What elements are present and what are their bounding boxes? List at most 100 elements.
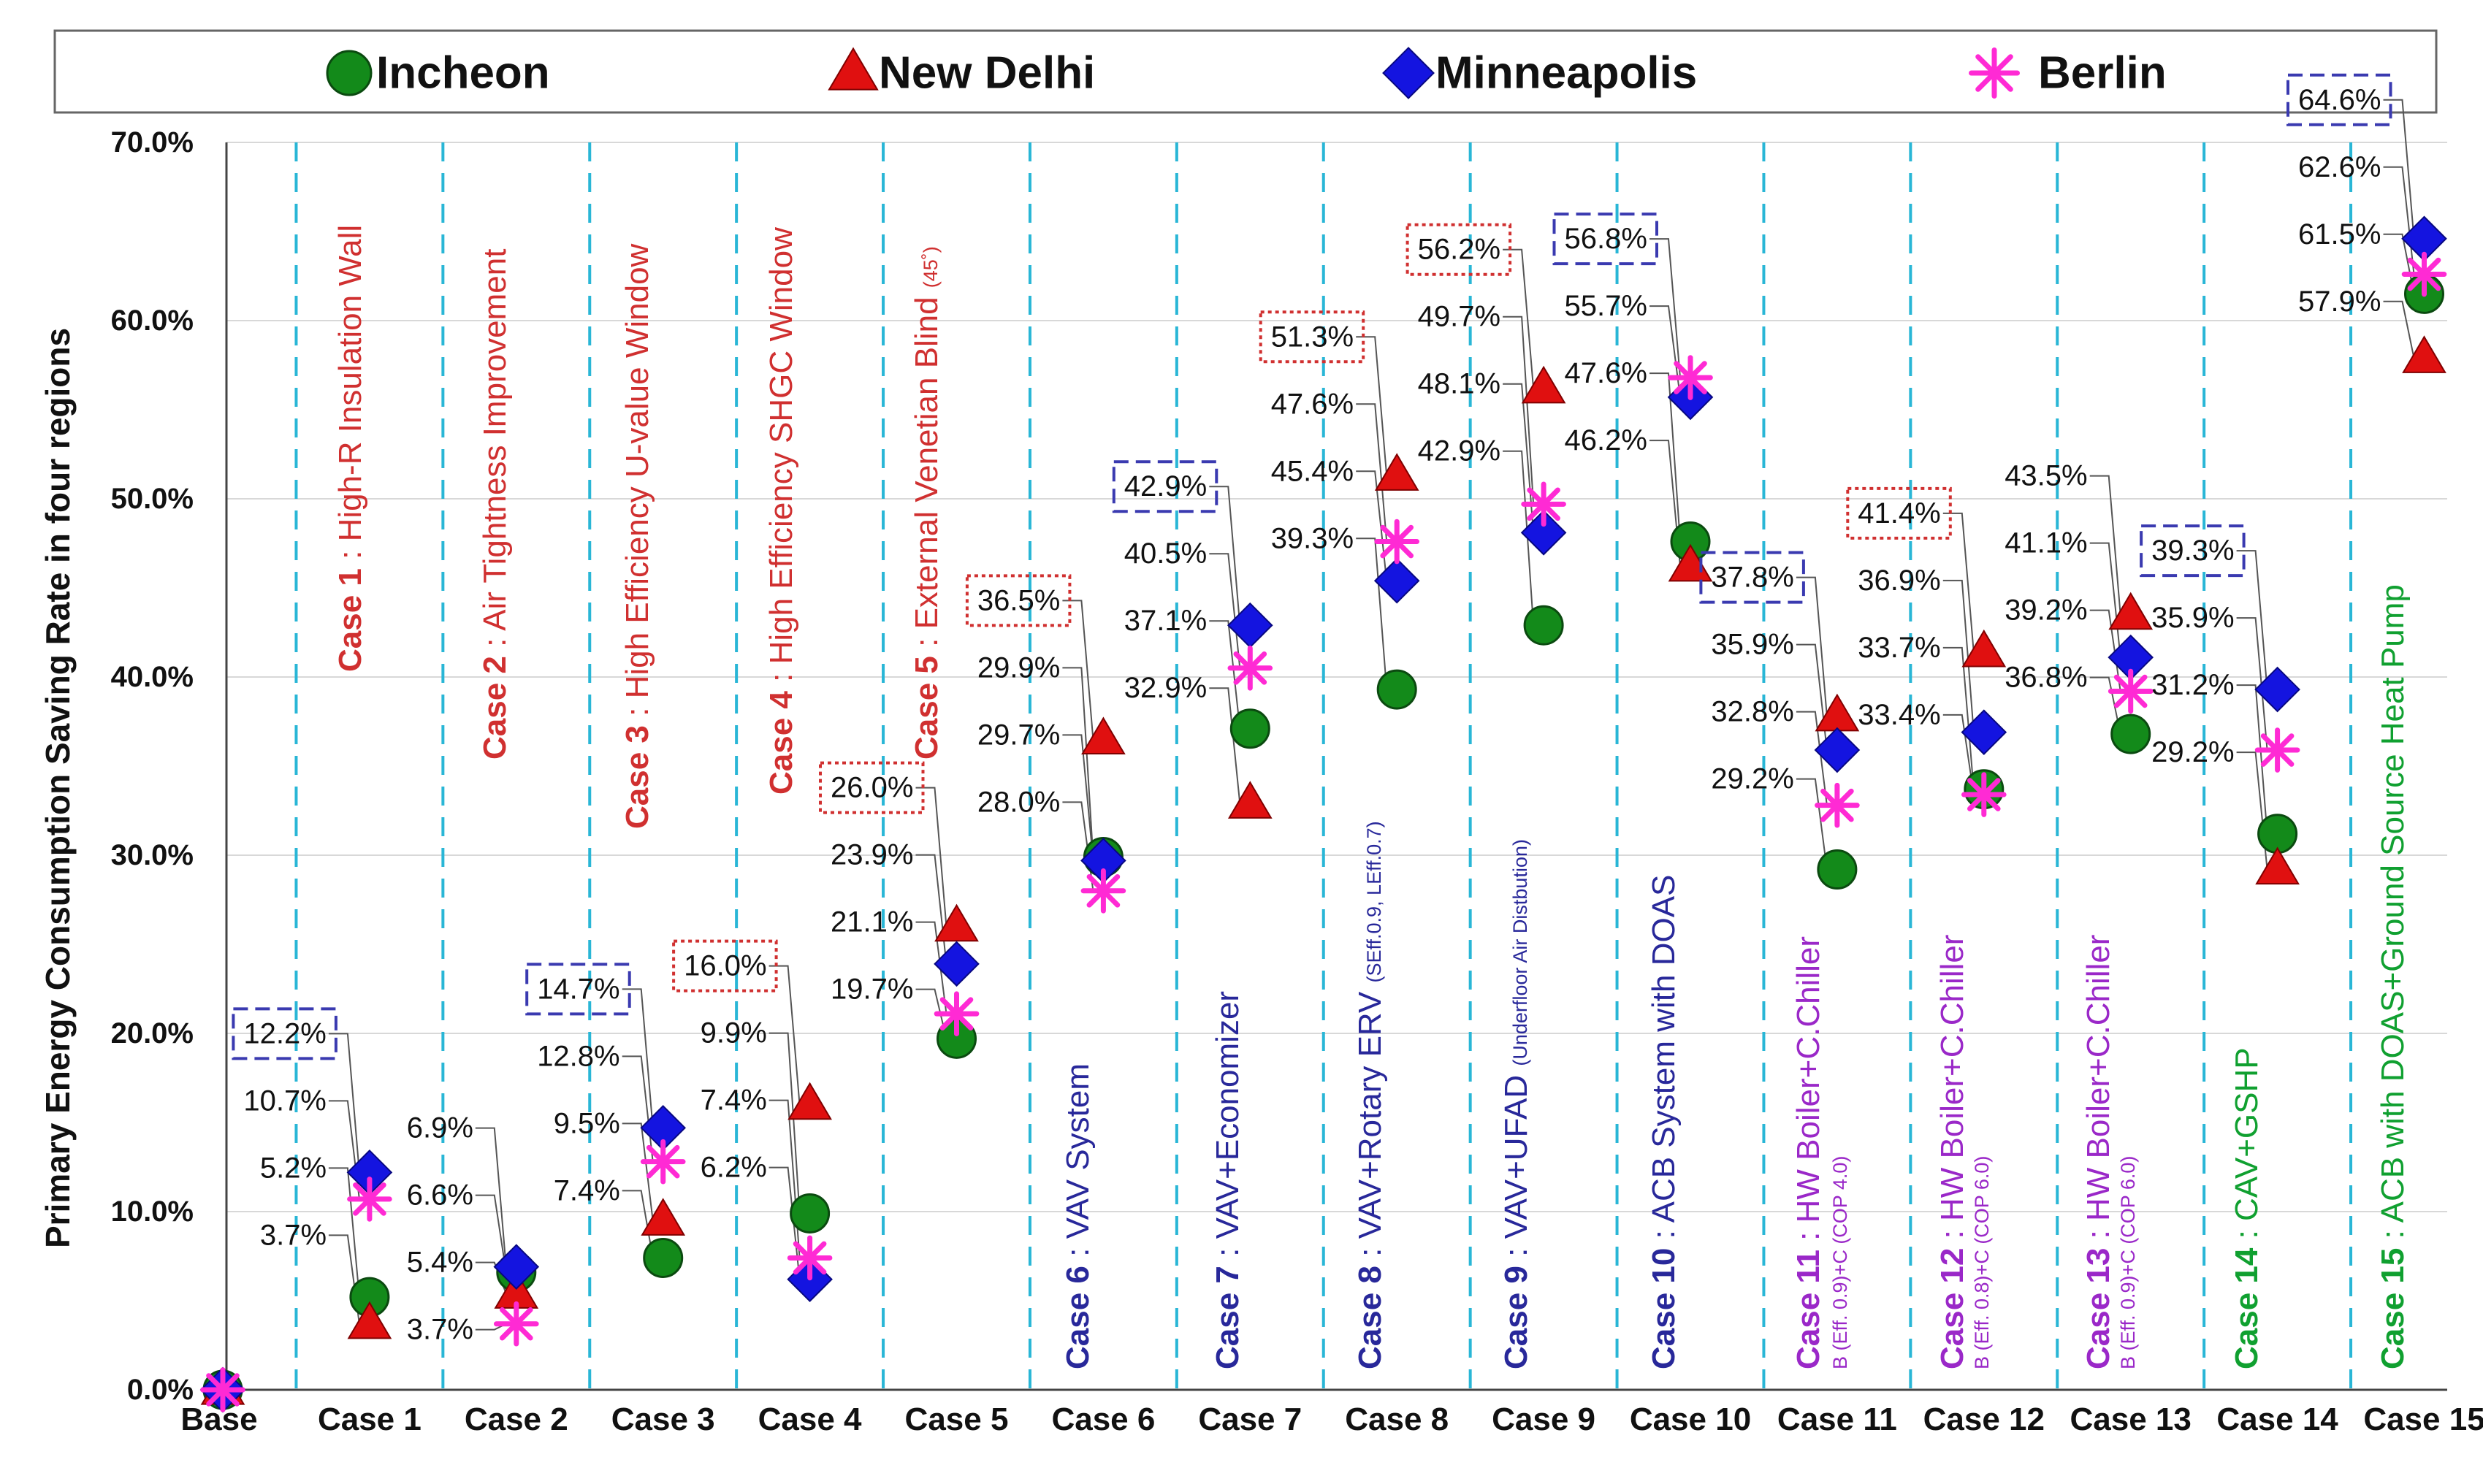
data-label: 42.9% xyxy=(1418,435,1500,467)
marker-minneapolis-case-5 xyxy=(934,941,980,987)
x-tick-label: Case 7 xyxy=(1198,1401,1302,1437)
legend-marker-minneapolis xyxy=(1382,47,1435,99)
case-description-7: Case 7 : VAV+Economizer xyxy=(1210,991,1246,1369)
label-leader-line xyxy=(2236,550,2268,690)
x-tick-label: Case 14 xyxy=(2216,1401,2338,1437)
y-tick-label: 20.0% xyxy=(111,1017,194,1049)
data-labels: 12.2% 10.7% 5.2% 3.7% 6.9% 6.6% 5.4% 3.7% 14.7% 1… xyxy=(232,73,2392,1346)
svg-text:B (Eff. 0.9)+C (COP 6.0): B (Eff. 0.9)+C (COP 6.0) xyxy=(2117,1156,2139,1369)
svg-text:Case 3 : High Efficiency U-val: Case 3 : High Efficiency U-value Window xyxy=(619,243,655,829)
label-leader-line xyxy=(1356,403,1388,542)
svg-text:Case 4 : High Efficiency SHGC: Case 4 : High Efficiency SHGC Window xyxy=(763,227,799,795)
data-label: 28.0% xyxy=(977,786,1060,818)
marker-incheon-case-8 xyxy=(1376,669,1417,710)
svg-text:Case 11 : HW Boiler+C.Chiller: Case 11 : HW Boiler+C.Chiller xyxy=(1790,936,1826,1369)
data-label: 19.7% xyxy=(831,974,913,1006)
data-label: 29.9% xyxy=(977,651,1060,684)
data-label: 55.7% xyxy=(1565,290,1647,322)
case-description-6: Case 6 : VAV System xyxy=(1060,1063,1096,1369)
data-label: 41.1% xyxy=(2005,527,2087,559)
case-description-14: Case 14 : CAV+GSHP xyxy=(2229,1047,2265,1369)
data-label: 37.1% xyxy=(1124,605,1207,637)
data-label: 40.5% xyxy=(1124,538,1207,570)
highlight-box xyxy=(965,574,1072,627)
x-tick-label: Case 5 xyxy=(905,1401,1009,1437)
y-tick-label: 60.0% xyxy=(111,305,194,337)
marker-minneapolis-case-7 xyxy=(1227,602,1273,649)
marker-berlin-case-8 xyxy=(1374,519,1419,565)
marker-new-delhi-case-3 xyxy=(641,1198,686,1236)
marker-new-delhi-case-8 xyxy=(1374,453,1419,491)
data-label: 42.9% xyxy=(1124,470,1207,502)
x-tick-label: Case 2 xyxy=(465,1401,568,1437)
svg-text:Case 1 : High-R Insulation Wal: Case 1 : High-R Insulation Wall xyxy=(332,225,368,672)
case-description-9: Case 9 : VAV+UFAD (Underfloor Air Distbu… xyxy=(1498,839,1534,1369)
data-label: 41.4% xyxy=(1858,497,1940,529)
data-label: 29.2% xyxy=(1711,763,1793,795)
x-tick-label: Case 4 xyxy=(758,1401,862,1437)
y-axis-title: Primary Energy Consumption Saving Rate i… xyxy=(39,328,77,1248)
label-leader-line xyxy=(768,1032,801,1214)
x-tick-label: Case 12 xyxy=(1923,1401,2045,1437)
svg-text:Case 14 : CAV+GSHP: Case 14 : CAV+GSHP xyxy=(2229,1047,2265,1369)
svg-text:Case 15 : ACB with DOAS+Ground: Case 15 : ACB with DOAS+Ground Source He… xyxy=(2375,584,2411,1369)
data-label: 62.6% xyxy=(2298,151,2381,183)
legend-label-berlin: Berlin xyxy=(2038,48,2167,99)
data-markers xyxy=(199,215,2447,1413)
data-label: 39.2% xyxy=(2005,594,2087,627)
label-leader-line xyxy=(1649,238,1681,378)
marker-berlin-case-10 xyxy=(1668,355,1713,400)
data-label: 9.5% xyxy=(554,1107,620,1139)
legend-marker-new-delhi xyxy=(828,47,879,91)
data-label: 29.2% xyxy=(2151,736,2234,768)
label-leader-line xyxy=(915,787,947,927)
highlight-box xyxy=(819,761,925,814)
highlight-box xyxy=(525,963,631,1016)
marker-new-delhi-case-5 xyxy=(934,903,979,942)
highlight-box xyxy=(1552,213,1658,266)
highlight-box xyxy=(1846,486,1952,540)
data-label: 5.4% xyxy=(407,1247,473,1279)
label-leader-line xyxy=(1503,450,1535,626)
label-leader-line xyxy=(328,1167,360,1298)
data-label: 23.9% xyxy=(831,839,913,871)
x-tick-label: Case 8 xyxy=(1345,1401,1449,1437)
data-label: 36.5% xyxy=(977,584,1060,616)
label-leader-line xyxy=(1209,486,1241,626)
label-leader-line xyxy=(2383,99,2415,239)
svg-text:Case 8 : VAV+Rotary ERV (SEff.: Case 8 : VAV+Rotary ERV (SEff.0.9, LEff.… xyxy=(1352,821,1388,1369)
label-leader-line xyxy=(2383,300,2415,359)
data-label: 36.9% xyxy=(1858,565,1940,597)
svg-text:B (Eff. 0.9)+C (COP 4.0): B (Eff. 0.9)+C (COP 4.0) xyxy=(1829,1156,1851,1369)
svg-text:Case 9 : VAV+UFAD (Underfloor: Case 9 : VAV+UFAD (Underfloor Air Distbu… xyxy=(1498,839,1534,1369)
data-label: 16.0% xyxy=(684,950,766,982)
data-label: 33.4% xyxy=(1858,699,1940,731)
marker-incheon-case-9 xyxy=(1523,605,1564,646)
case-description-4: Case 4 : High Efficiency SHGC Window xyxy=(763,227,799,795)
highlight-box xyxy=(1259,310,1365,364)
label-leader-line xyxy=(1503,248,1535,389)
label-leader-line xyxy=(1649,372,1681,542)
y-tick-label: 30.0% xyxy=(111,839,194,871)
x-tick-label: Case 13 xyxy=(2070,1401,2192,1437)
marker-new-delhi-case-4 xyxy=(787,1082,832,1120)
marker-berlin-case-13 xyxy=(2108,668,2154,714)
svg-text:Case 5 : External Venetian Bli: Case 5 : External Venetian Blind (45˚) xyxy=(909,246,945,760)
label-leader-line xyxy=(1942,579,1975,733)
x-tick-label: Case 9 xyxy=(1492,1401,1595,1437)
marker-incheon-case-7 xyxy=(1229,708,1270,749)
data-label: 45.4% xyxy=(1271,455,1354,487)
highlight-box xyxy=(2286,73,2392,126)
legend-box xyxy=(53,29,2438,114)
data-label: 32.8% xyxy=(1711,696,1793,728)
data-label: 3.7% xyxy=(407,1314,473,1346)
marker-new-delhi-case-12 xyxy=(1961,629,2007,668)
legend-label-new-delhi: New Delhi xyxy=(879,48,1095,99)
case-description-3: Case 3 : High Efficiency U-value Window xyxy=(619,243,655,829)
data-label: 7.4% xyxy=(701,1085,767,1117)
data-label: 47.6% xyxy=(1565,357,1647,389)
data-label: 64.6% xyxy=(2298,84,2381,116)
data-label: 12.2% xyxy=(243,1017,326,1049)
